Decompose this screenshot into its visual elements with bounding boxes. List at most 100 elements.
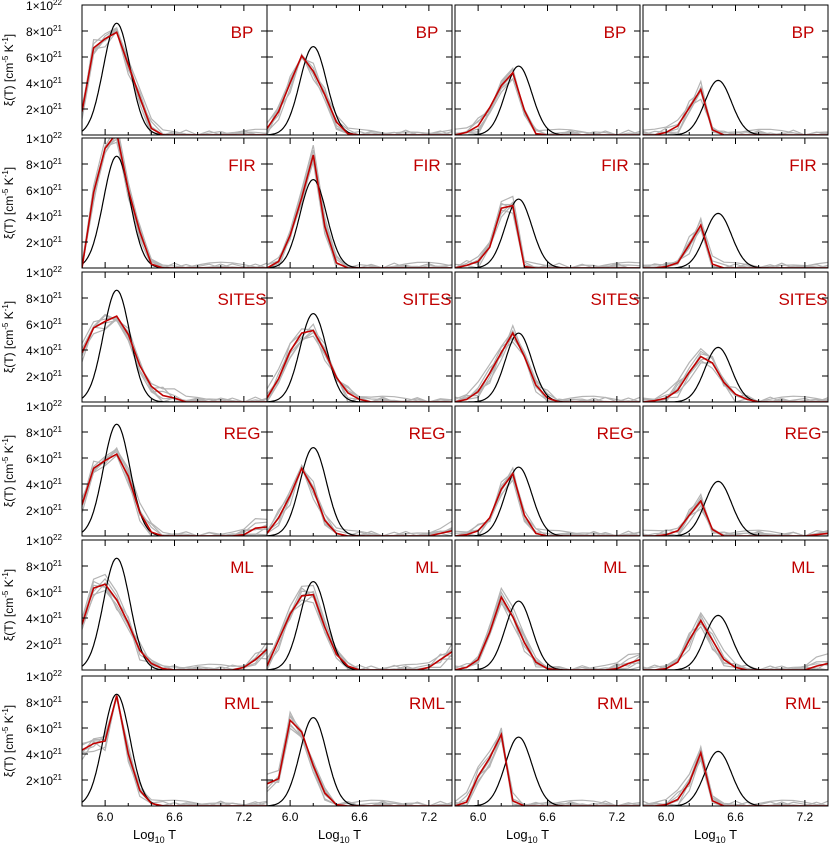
reconstructed-dem-curve <box>82 695 267 806</box>
model-dem-curve <box>82 289 267 402</box>
y-tick-label: 4×1021 <box>26 477 62 492</box>
x-tick-label: 6.6 <box>351 810 368 824</box>
method-label: ML <box>791 558 815 577</box>
x-tick-label: 6.6 <box>539 810 556 824</box>
trial-curve <box>455 329 640 402</box>
panel-reg-col1: REG <box>81 405 268 537</box>
trial-curve <box>643 89 828 135</box>
y-tick-label: 4×1021 <box>26 76 62 91</box>
trial-curve <box>82 573 267 670</box>
panel-bp-col1: BP <box>81 4 268 136</box>
y-tick-label: 6×1021 <box>26 451 62 466</box>
trial-curve <box>82 450 267 536</box>
x-axis-label: Log10 T <box>133 827 176 845</box>
x-tick-label: 6.0 <box>658 810 675 824</box>
y-tick-label: 6×1021 <box>26 183 62 198</box>
y-axis-label: ξ(T) [cm-5 K-1] <box>1 569 16 641</box>
panel-fir-col2: FIR <box>266 137 453 269</box>
trial-curve <box>643 85 828 135</box>
trial-curve <box>82 695 267 806</box>
panel-ml-col3: ML <box>454 539 641 671</box>
trial-curve <box>82 30 267 135</box>
x-tick-label: 6.0 <box>470 810 487 824</box>
y-tick-label: 1×1022 <box>26 131 62 146</box>
trial-curve <box>82 138 267 268</box>
model-dem-curve <box>82 423 267 536</box>
model-dem-curve <box>643 212 828 268</box>
panel-ml-col2: ML <box>266 539 453 671</box>
method-label: RML <box>597 694 633 713</box>
panel-rml-col1: RML <box>81 675 268 807</box>
trial-curve <box>82 138 267 268</box>
trial-curve <box>455 727 640 806</box>
trial-curve <box>82 27 267 135</box>
reconstructed-dem-curve <box>267 466 452 536</box>
trial-curve <box>455 201 640 268</box>
reconstructed-dem-curve <box>82 138 267 268</box>
trial-curve <box>267 52 452 135</box>
panel-reg-col2: REG <box>266 405 453 537</box>
trial-curve <box>267 724 452 806</box>
trial-curve <box>82 316 267 402</box>
y-tick-label: 2×1021 <box>26 503 62 518</box>
trial-curve <box>455 599 640 670</box>
method-label: BP <box>416 23 439 42</box>
reconstructed-dem-curve <box>455 471 640 536</box>
method-label: SITES <box>402 290 451 309</box>
method-label: REG <box>224 424 261 443</box>
trial-curve <box>267 329 452 402</box>
x-tick-label: 6.0 <box>97 810 114 824</box>
trial-curve <box>643 756 828 806</box>
y-tick-label: 8×1021 <box>26 425 62 440</box>
trial-curve <box>82 318 267 402</box>
y-tick-label: 6×1021 <box>26 721 62 736</box>
method-label: BP <box>792 23 815 42</box>
panel-bp-col3: BP <box>454 4 641 136</box>
model-dem-curve <box>82 155 267 268</box>
x-tick-label: 7.2 <box>609 810 626 824</box>
y-tick-label: 6×1021 <box>26 50 62 65</box>
trial-curve <box>643 754 828 806</box>
panel-sites-col4: SITES <box>642 271 829 403</box>
y-axis-label: ξ(T) [cm-5 K-1] <box>1 167 16 239</box>
model-dem-curve <box>82 693 267 806</box>
y-tick-label: 4×1021 <box>26 747 62 762</box>
trial-curve <box>82 319 267 402</box>
trial-curve <box>267 53 452 135</box>
panel-ml-col1: ML <box>81 539 268 671</box>
trial-curve <box>455 329 640 402</box>
reconstructed-dem-curve <box>455 71 640 135</box>
x-tick-label: 7.2 <box>797 810 814 824</box>
y-tick-label: 1×1022 <box>26 669 62 684</box>
trial-curve <box>267 584 452 670</box>
x-tick-label: 7.2 <box>236 810 253 824</box>
y-tick-label: 2×1021 <box>26 369 62 384</box>
x-axis-label: Log10 T <box>694 827 737 845</box>
model-dem-curve <box>455 736 640 806</box>
model-dem-curve <box>455 466 640 536</box>
y-tick-label: 8×1021 <box>26 157 62 172</box>
method-label: FIR <box>413 156 440 175</box>
trial-curve <box>267 710 452 806</box>
y-tick-label: 1×1022 <box>26 265 62 280</box>
y-tick-label: 1×1022 <box>26 0 62 13</box>
model-dem-curve <box>82 557 267 670</box>
trial-curve <box>82 696 267 806</box>
model-dem-curve <box>267 312 452 402</box>
reconstructed-dem-curve <box>267 154 452 268</box>
trial-curve <box>82 138 267 268</box>
y-tick-label: 4×1021 <box>26 209 62 224</box>
reconstructed-dem-curve <box>82 583 267 670</box>
method-label: SITES <box>590 290 639 309</box>
trial-curve <box>267 727 452 806</box>
trial-curve <box>82 584 267 670</box>
panel-bp-col4: BP <box>642 4 829 136</box>
trial-curve <box>455 202 640 268</box>
trial-curve <box>82 27 267 135</box>
panel-reg-col3: REG <box>454 405 641 537</box>
model-dem-curve <box>267 45 452 135</box>
trial-curve <box>643 745 828 806</box>
panel-bp-col2: BP <box>266 4 453 136</box>
method-label: REG <box>785 424 822 443</box>
